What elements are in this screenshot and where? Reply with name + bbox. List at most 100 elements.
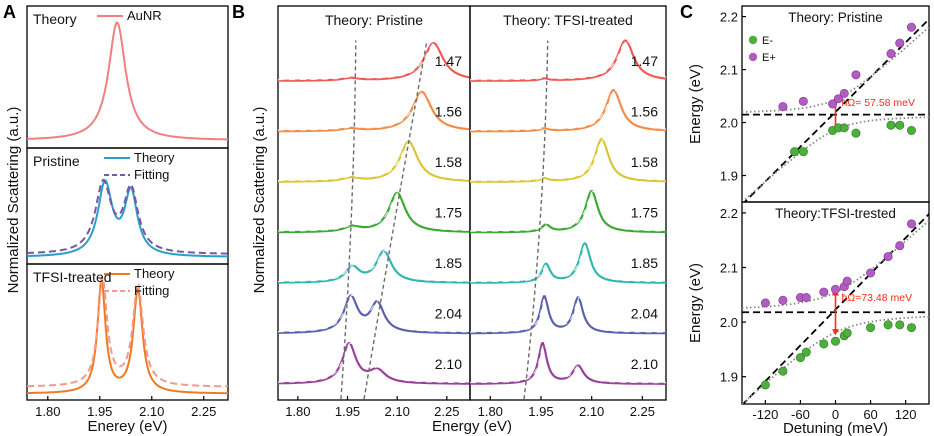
panel-c-rabi-label: ħΩ= 57.58 meV <box>842 97 916 109</box>
panel-b-theory-curve <box>470 295 666 335</box>
panel-c-e-minus-point <box>886 120 896 130</box>
panel-c-e-minus-point <box>839 123 849 133</box>
panel-c-e-minus-point <box>798 147 808 157</box>
panel-c-e-minus-point <box>851 128 861 138</box>
panel-letter-b: B <box>232 2 245 22</box>
panel-b-theory-curve <box>470 137 666 183</box>
panel-b-theory-curve <box>278 342 470 385</box>
panel-c-e-minus-point <box>830 336 840 346</box>
panel-c-e-minus-point <box>760 380 770 390</box>
panel-c-plot-area: ħΩ= 57.58 meV <box>742 18 929 202</box>
panel-c-xtick-label: -120 <box>752 407 778 422</box>
panel-a-subplot-title: Pristine <box>33 153 80 169</box>
panel-b-curve-label: 2.10 <box>631 356 658 372</box>
panel-a-legend-label: Theory <box>134 150 175 165</box>
panel-c-e-minus-point <box>895 320 905 330</box>
panel-b-curve-label: 1.85 <box>631 255 658 271</box>
panel-c-e-plus-point <box>842 276 852 286</box>
panel-c-lower-branch-fit <box>742 116 929 202</box>
panel-a-series-theory-line <box>27 275 228 395</box>
panel-c-ytick-label: 2.0 <box>720 315 738 330</box>
panel-b-subplot-title: Theory: TFSI-treated <box>503 12 633 28</box>
panel-a-subplot-title: TFSI-treated <box>33 269 112 285</box>
panel-c-y-axis-label: Energy (eV) <box>687 263 704 343</box>
panel-a-subplot-1: Theory Fitting Pristine <box>26 147 229 265</box>
panel-b-xtick-label: 2.25 <box>434 404 459 419</box>
panel-b-title-bg <box>506 10 630 30</box>
panel-b-subplot-0: 1.47 1.56 1.58 1.75 1.85 2.04 2.10 Theory: Pris… <box>277 5 471 419</box>
panel-c: CħΩ= 57.58 meV Theory: Pristine E- E+ 1.9 2.0… <box>680 2 930 436</box>
panel-b-xtick-label: 2.10 <box>385 404 410 419</box>
panel-a-subplot-frame <box>26 263 229 401</box>
panel-c-legend-e-minus-marker <box>748 35 758 45</box>
panel-c-e-plus-point <box>906 219 916 229</box>
panel-b-fitting-curve <box>470 40 667 81</box>
panel-c-e-minus-point <box>801 347 811 357</box>
panel-c-lower-branch-fit <box>742 315 929 404</box>
panel-c-e-minus-point <box>819 339 829 349</box>
panel-c-x-axis-label: Detuning (meV) <box>783 420 888 436</box>
panel-b-curve-label: 1.47 <box>631 53 658 69</box>
panel-c-e-minus-point <box>795 353 805 363</box>
panel-c-e-plus-point <box>906 22 916 32</box>
panel-c-ytick-label: 1.9 <box>720 370 738 385</box>
panel-a-series-fitting-line <box>26 275 229 388</box>
panel-c-e-plus-point <box>828 99 838 109</box>
panel-b-theory-curve <box>278 191 470 234</box>
panel-b-fitting-curve <box>278 42 471 81</box>
panel-b-xtick-label: 2.25 <box>630 404 655 419</box>
panel-c-e-plus-point <box>801 293 811 303</box>
panel-b-y-axis-label: Normalized Scattering (a.u.) <box>251 107 268 294</box>
panel-b-curve-label: 2.04 <box>631 306 658 322</box>
panel-c-subplot-0: ħΩ= 57.58 meV Theory: Pristine E- E+ 1.9 2.0 2… <box>687 5 930 203</box>
panel-c-ytick-label: 1.9 <box>720 169 738 184</box>
panel-c-legend-e-plus-marker <box>748 52 758 62</box>
panel-c-e-plus-point <box>839 88 849 98</box>
panel-c-legend-e-minus-label: E- <box>762 35 773 47</box>
panel-a-xtick-label: 1.95 <box>87 404 112 419</box>
panel-b-curve-label: 1.47 <box>435 53 462 69</box>
panel-c-e-plus-point <box>886 49 896 59</box>
panel-c-ytick-label: 2.1 <box>720 63 738 78</box>
panel-b-curve-label: 2.10 <box>435 356 462 372</box>
panel-b-x-axis-label: Energy (eV) <box>432 418 512 435</box>
panel-c-ytick-label: 2.0 <box>720 116 738 131</box>
panel-c-e-minus-point <box>778 366 788 376</box>
panel-c-e-plus-point <box>819 287 829 297</box>
panel-b-curve-label: 2.04 <box>435 306 462 322</box>
panel-b-dashed-guide <box>523 40 549 400</box>
panel-b-xtick-label: 1.95 <box>335 404 360 419</box>
panel-c-e-plus-point <box>778 295 788 305</box>
panel-b-theory-curve <box>470 39 667 82</box>
panel-c-e-plus-point <box>851 70 861 80</box>
panel-c-e-plus-point <box>830 284 840 294</box>
panel-a-legend-label: AuNR <box>127 8 162 23</box>
panel-b-curve-label: 1.58 <box>631 154 658 170</box>
panel-c-e-plus-point <box>895 241 905 251</box>
panel-b-theory-curve <box>470 190 666 234</box>
panel-b-fitting-curve <box>278 342 470 384</box>
panel-c-e-minus-point <box>895 120 905 130</box>
panel-c-y-axis-label: Energy (eV) <box>687 64 704 144</box>
panel-b-xtick-label: 1.80 <box>285 404 310 419</box>
panel-b-subplot-1: 1.47 1.56 1.58 1.75 1.85 2.04 2.10 Theory: TFSI… <box>469 5 667 419</box>
panel-c-rabi-arrow-head-down <box>832 329 839 336</box>
panel-b-subplot-frame <box>469 5 667 401</box>
panel-b-theory-curve <box>278 140 470 183</box>
panel-c-e-plus-point <box>866 268 876 278</box>
panel-a-series-fitting-line <box>27 178 228 255</box>
panel-c-upper-branch-fit <box>742 26 929 113</box>
panel-b-curve-label: 1.56 <box>631 104 658 120</box>
panel-a-legend-label: Fitting <box>134 283 169 298</box>
panel-b-dashed-guide <box>363 40 428 400</box>
panel-b-subplot-title: Theory: Pristine <box>325 12 423 28</box>
panel-b-theory-curve <box>470 342 666 385</box>
panel-b-fitting-curve <box>469 342 666 384</box>
panel-b-curve-label: 1.85 <box>435 255 462 271</box>
panel-c-e-plus-point <box>778 102 788 112</box>
panel-b-curve-label: 1.56 <box>435 104 462 120</box>
panel-b-curve-label: 1.75 <box>631 205 658 221</box>
panel-b-fitting-curve <box>470 190 666 232</box>
panel-c-e-minus-point <box>906 323 916 333</box>
panel-b-theory-curve <box>470 88 667 133</box>
